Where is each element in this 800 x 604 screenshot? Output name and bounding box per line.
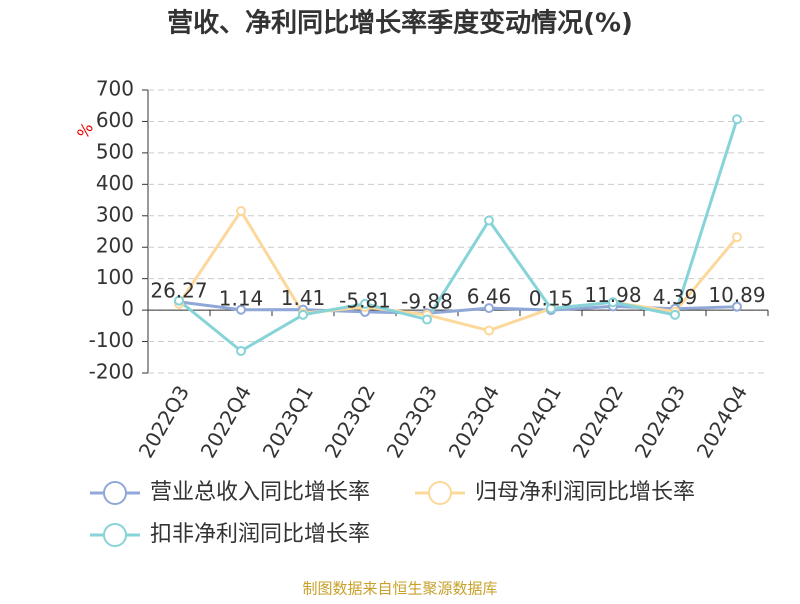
data-label: 4.39 (653, 285, 698, 309)
data-point (360, 298, 370, 309)
data-point (484, 215, 494, 226)
data-label: 1.41 (281, 286, 326, 310)
y-tick-label: 600 (96, 108, 134, 132)
y-tick-label: 200 (96, 234, 134, 258)
x-tick-label: 2022Q4 (196, 381, 256, 462)
x-tick-label: 2024Q3 (630, 381, 690, 462)
x-tick-label: 2023Q2 (320, 381, 380, 462)
x-tick-label: 2024Q2 (568, 381, 628, 462)
x-tick-label: 2023Q3 (382, 381, 442, 462)
data-label: 6.46 (467, 285, 512, 309)
y-tick-label: 700 (96, 77, 134, 101)
data-point (732, 114, 742, 125)
data-point (546, 303, 556, 314)
legend-label: 营业总收入同比增长率 (150, 480, 370, 505)
data-point (732, 232, 742, 243)
legend-symbol (428, 481, 452, 505)
x-tick-label: 2024Q4 (692, 381, 752, 462)
y-tick-label: 100 (96, 265, 134, 289)
legend-label: 归母净利润同比增长率 (475, 480, 695, 505)
x-tick-label: 2023Q4 (444, 381, 504, 462)
y-tick-label: -200 (89, 360, 134, 384)
data-point (484, 325, 494, 336)
y-axis-label: % (73, 119, 97, 142)
data-label: 11.98 (584, 283, 641, 307)
chart-title: 营收、净利同比增长率季度变动情况(%) (167, 8, 633, 39)
x-tick-label: 2024Q1 (506, 381, 566, 462)
y-tick-label: -100 (89, 328, 134, 352)
y-tick-label: 400 (96, 171, 134, 195)
series-line (177, 208, 739, 333)
data-label: -5.81 (339, 288, 391, 312)
data-point (236, 206, 246, 217)
legend-symbol (103, 523, 127, 547)
y-tick-label: 300 (96, 202, 134, 226)
data-point (236, 345, 246, 356)
data-point (174, 295, 184, 306)
data-label: 10.89 (708, 283, 765, 307)
series-line (178, 118, 739, 353)
data-point (732, 301, 742, 312)
data-point (236, 304, 246, 315)
x-tick-label: 2022Q3 (134, 381, 194, 462)
data-point (670, 309, 680, 320)
data-label: 0.15 (529, 287, 574, 311)
y-tick-label: 500 (96, 139, 134, 163)
data-label: 1.14 (219, 286, 264, 310)
data-point (298, 309, 308, 320)
data-point (422, 314, 432, 325)
legend-label: 扣非净利润同比增长率 (150, 522, 370, 547)
data-label: 26.27 (150, 278, 207, 302)
data-point (608, 297, 618, 308)
legend-symbol (103, 481, 127, 505)
source-note: 制图数据来自恒生聚源数据库 (302, 580, 497, 598)
data-label: -9.88 (401, 290, 453, 314)
y-tick-label: 0 (121, 297, 134, 321)
x-tick-label: 2023Q1 (258, 381, 318, 462)
data-point (484, 303, 494, 314)
